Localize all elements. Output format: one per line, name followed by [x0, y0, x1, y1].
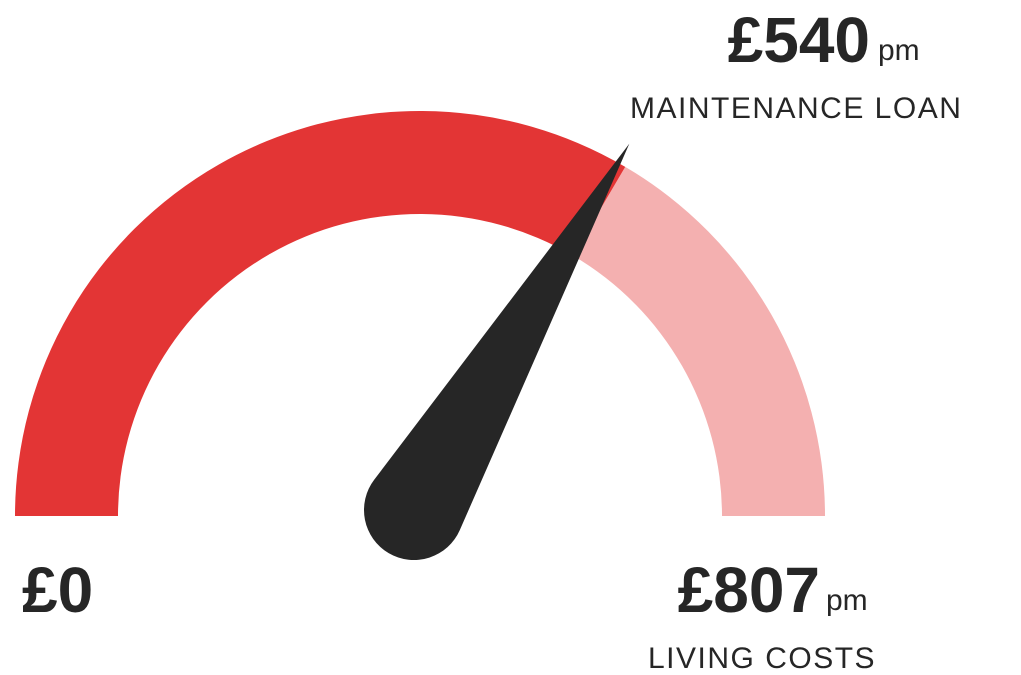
max-caption: LIVING COSTS: [648, 642, 876, 675]
min-label: £0: [22, 554, 93, 626]
arcs: [15, 111, 825, 517]
value-caption: MAINTENANCE LOAN: [630, 92, 962, 125]
needle: [363, 143, 630, 560]
max-unit: pm: [826, 584, 868, 617]
max-label: £807: [678, 554, 820, 626]
needle-group: [363, 143, 630, 560]
track-segment: [573, 166, 825, 516]
value-label: £540: [728, 4, 870, 76]
value-unit: pm: [878, 34, 920, 67]
value-segment: [15, 111, 626, 517]
